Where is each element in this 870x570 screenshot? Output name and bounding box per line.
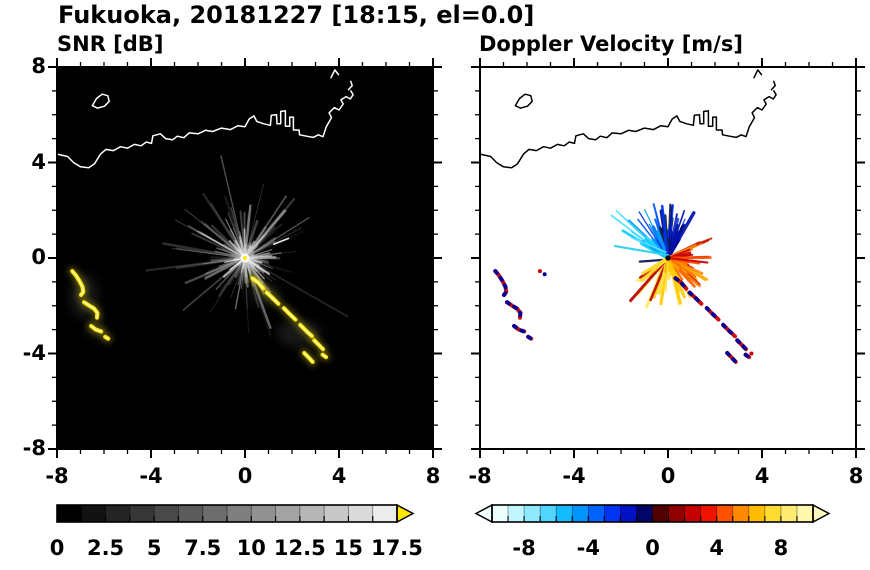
snr-colorbar-label: 5 [146, 536, 162, 560]
y-axis-tick-label: 4 [31, 149, 46, 174]
snr-x-axis-tick-label: -4 [139, 464, 163, 488]
y-axis-tick-label: 8 [31, 54, 46, 78]
velocity-colorbar-label: 4 [709, 536, 724, 560]
doppler-plot-panel [471, 58, 865, 458]
snr-colorbar-label: 0 [49, 536, 65, 560]
y-axis-tick-label: 0 [31, 245, 46, 269]
snr-colorbar-label: 2.5 [86, 536, 125, 560]
vel-x-axis-tick-label: 8 [848, 464, 864, 488]
snr-panel-title: SNR [dB] [57, 32, 164, 56]
figure-title: Fukuoka, 20181227 [18:15, el=0.0] [58, 1, 535, 29]
snr-x-axis-tick-label: 8 [425, 464, 441, 488]
velocity-colorbar-label: -8 [512, 536, 536, 560]
y-axis-tick-label: -4 [22, 340, 46, 365]
snr-colorbar-label: 17.5 [371, 536, 423, 560]
snr-x-axis-tick-label: 4 [331, 464, 347, 488]
snr-x-axis-tick-label: -8 [45, 464, 69, 488]
snr-colorbar-label: 12.5 [273, 536, 326, 560]
snr-plot-panel [48, 58, 442, 458]
vel-x-axis-tick-label: 0 [660, 464, 676, 488]
velocity-colorbar [474, 503, 831, 524]
vel-x-axis-tick-label: 4 [754, 464, 770, 488]
snr-x-axis-tick-label: 0 [237, 464, 253, 488]
snr-colorbar-label: 15 [333, 536, 364, 560]
vel-x-axis-tick-label: -8 [468, 464, 492, 488]
vel-panel-title: Doppler Velocity [m/s] [479, 32, 743, 56]
snr-colorbar-label: 10 [236, 536, 266, 560]
velocity-colorbar-label: 8 [773, 536, 789, 560]
velocity-colorbar-label: 0 [645, 536, 660, 560]
vel-x-axis-tick-label: -4 [562, 464, 586, 488]
snr-colorbar [56, 503, 415, 524]
snr-colorbar-label: 7.5 [184, 536, 222, 560]
y-axis-tick-label: -8 [22, 436, 46, 460]
velocity-colorbar-label: -4 [576, 536, 600, 560]
